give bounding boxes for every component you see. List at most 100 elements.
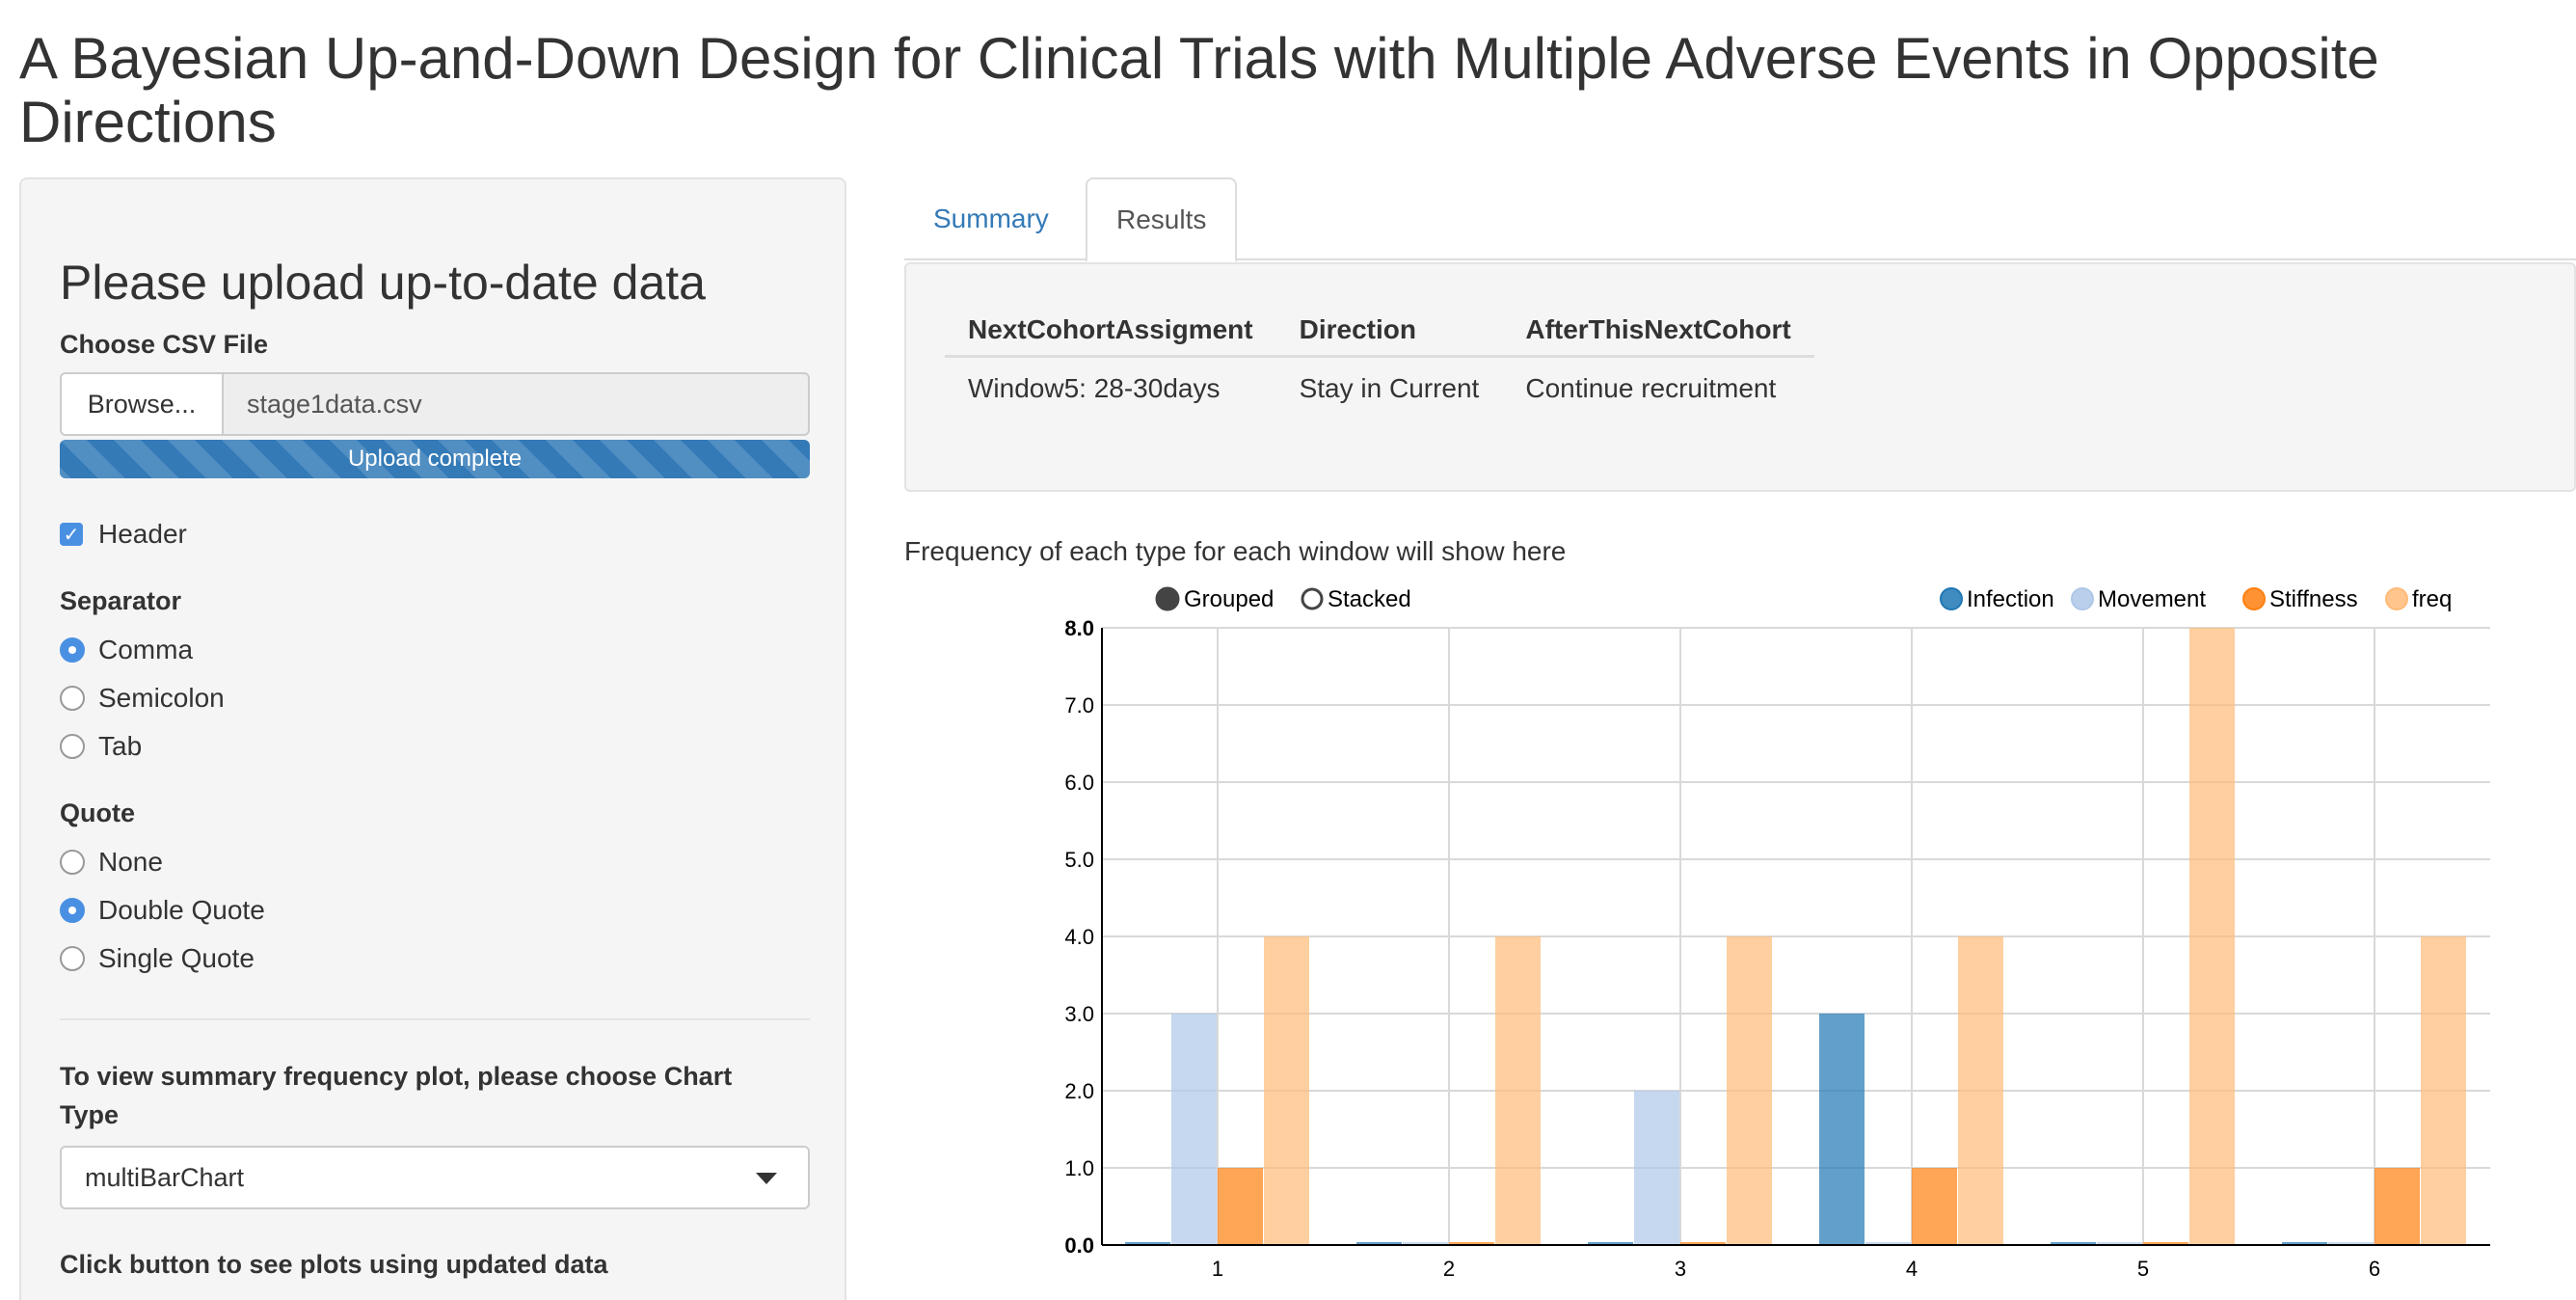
bar	[2051, 1242, 2096, 1245]
results-panel: NextCohortAssigment Direction AfterThisN…	[904, 262, 2576, 492]
y-tick-label: 8.0	[1064, 616, 1094, 640]
chart-type-value: multiBarChart	[85, 1162, 245, 1192]
column-header: Direction	[1275, 305, 1503, 358]
page-title: A Bayesian Up-and-Down Design for Clinic…	[19, 26, 2379, 154]
separator-option-semicolon[interactable]: Semicolon	[60, 683, 225, 714]
table-cell: Continue recruitment	[1525, 373, 1777, 403]
grouped-radio-icon	[1155, 586, 1180, 611]
radio-icon	[60, 946, 85, 971]
legend-item-label: freq	[2412, 586, 2452, 612]
separator-option-tab[interactable]: Tab	[60, 731, 142, 762]
radio-icon	[60, 734, 85, 759]
file-input-label: Choose CSV File	[60, 330, 269, 359]
bar	[2189, 628, 2235, 1245]
results-table: NextCohortAssigment Direction AfterThisN…	[945, 305, 1814, 414]
quote-label: Quote	[60, 799, 135, 827]
chart-type-select[interactable]: multiBarChart	[60, 1146, 810, 1209]
legend-swatch	[1940, 587, 1963, 610]
upload-heading: Please upload up-to-date data	[60, 256, 706, 310]
chart-type-label: To view summary frequency plot, please c…	[60, 1062, 733, 1129]
bar	[1958, 936, 2003, 1245]
bar	[1588, 1242, 1633, 1245]
radio-icon	[60, 898, 85, 923]
bar	[1495, 936, 1541, 1245]
bar	[2097, 1242, 2142, 1245]
bar	[1264, 936, 1309, 1245]
sidebar-panel: Please upload up-to-date data Choose CSV…	[19, 177, 846, 1300]
bar	[2375, 1168, 2420, 1245]
y-tick-label: 4.0	[1064, 925, 1094, 949]
quote-option-single[interactable]: Single Quote	[60, 943, 255, 974]
bar	[2421, 936, 2466, 1245]
bar	[1680, 1242, 1726, 1245]
bar	[2328, 1242, 2374, 1245]
x-tick-label: 3	[1675, 1257, 1686, 1281]
legend-item-label: Movement	[2098, 586, 2206, 612]
quote-option-label: Double Quote	[98, 895, 265, 925]
stacked-label: Stacked	[1328, 586, 1411, 612]
tab-summary[interactable]: Summary	[933, 203, 1049, 233]
tab-bar: Summary Results	[904, 177, 2576, 262]
stacked-radio-icon	[1301, 587, 1324, 610]
separator-option-label: Semicolon	[98, 683, 225, 713]
x-tick-label: 5	[2137, 1257, 2149, 1281]
table-cell: Window5: 28-30days	[968, 373, 1221, 403]
y-tick-label: 0.0	[1064, 1233, 1094, 1258]
table-cell: Stay in Current	[1299, 373, 1480, 403]
sidebar-divider	[60, 1018, 810, 1020]
frequency-bar-chart: 0.0 1.0 2.0 3.0 4.0 5.0 6.0 7.0 8.0 1 2 3 4 5 6 Grouped…	[1064, 586, 2490, 1281]
legend-item-label: Stiffness	[2269, 586, 2358, 612]
file-name-field[interactable]: stage1data.csv	[224, 372, 810, 436]
separator-option-label: Comma	[98, 635, 194, 664]
bar	[1819, 1014, 1865, 1245]
plot-caption: Frequency of each type for each window w…	[904, 536, 1567, 566]
tab-results[interactable]: Results	[1086, 177, 1238, 262]
radio-icon	[60, 850, 85, 875]
upload-progress-bar: Upload complete	[60, 440, 810, 478]
legend-swatch	[2242, 587, 2266, 610]
x-tick-label: 4	[1906, 1257, 1918, 1281]
legend-swatch	[2071, 587, 2094, 610]
bar	[2143, 1242, 2188, 1245]
quote-option-label: Single Quote	[98, 943, 255, 973]
legend-swatch	[2385, 587, 2408, 610]
separator-label: Separator	[60, 586, 182, 615]
plots-button-label: Click button to see plots using updated …	[60, 1250, 608, 1279]
bar	[1125, 1242, 1170, 1245]
y-tick-label: 5.0	[1064, 848, 1094, 872]
bar	[1865, 1242, 1911, 1245]
browse-button[interactable]: Browse...	[60, 372, 224, 436]
separator-option-label: Tab	[98, 731, 143, 761]
table-header-row: NextCohortAssigment Direction AfterThisN…	[945, 305, 1814, 358]
table-row: Window5: 28-30days Stay in Current Conti…	[945, 357, 1814, 415]
column-header: NextCohortAssigment	[945, 305, 1276, 358]
quote-option-double[interactable]: Double Quote	[60, 895, 265, 926]
bar	[1403, 1242, 1448, 1245]
bar	[1912, 1168, 1957, 1245]
bar	[1449, 1242, 1494, 1245]
grouped-label: Grouped	[1184, 586, 1274, 612]
quote-option-label: None	[98, 847, 163, 877]
bar	[1634, 1091, 1679, 1245]
quote-option-none[interactable]: None	[60, 847, 163, 878]
y-tick-label: 1.0	[1064, 1156, 1094, 1180]
radio-icon	[60, 637, 85, 663]
y-tick-label: 7.0	[1064, 693, 1094, 718]
radio-icon	[60, 686, 85, 711]
bar	[1356, 1242, 1402, 1245]
x-tick-label: 1	[1212, 1257, 1223, 1281]
checkmark-icon: ✓	[60, 523, 83, 546]
header-checkbox[interactable]: ✓ Header	[60, 519, 187, 550]
separator-option-comma[interactable]: Comma	[60, 635, 193, 665]
bar	[1171, 1014, 1217, 1245]
column-header: AfterThisNextCohort	[1502, 305, 1814, 358]
x-tick-label: 6	[2369, 1257, 2380, 1281]
upload-progress-text: Upload complete	[60, 440, 810, 478]
chevron-down-icon	[756, 1173, 777, 1184]
y-tick-label: 2.0	[1064, 1079, 1094, 1103]
legend-item-label: Infection	[1967, 586, 2054, 612]
bar	[1727, 936, 1772, 1245]
y-tick-label: 3.0	[1064, 1002, 1094, 1026]
y-tick-label: 6.0	[1064, 771, 1094, 795]
x-tick-label: 2	[1443, 1257, 1455, 1281]
